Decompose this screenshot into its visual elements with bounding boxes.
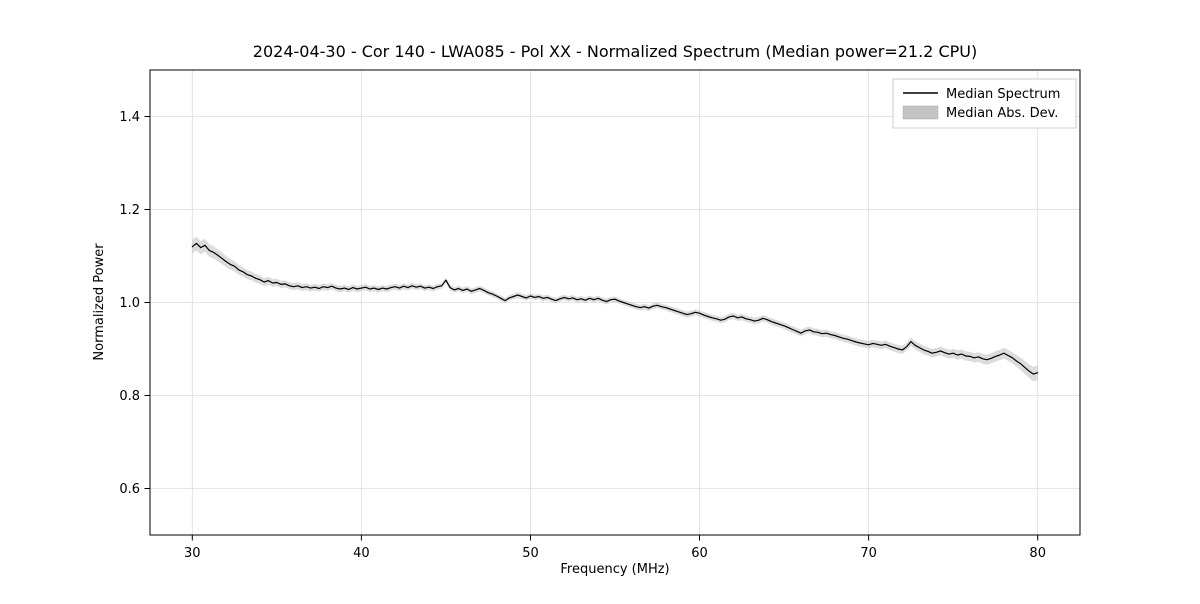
- y-tick-label: 1.0: [119, 296, 140, 311]
- x-tick-label: 60: [691, 546, 708, 561]
- y-axis-label: Normalized Power: [92, 243, 107, 361]
- median-line-layer: [191, 242, 1039, 375]
- chart-title: 2024-04-30 - Cor 140 - LWA085 - Pol XX -…: [253, 42, 977, 61]
- x-tick-label: 70: [860, 546, 877, 561]
- mad-band: [192, 236, 1038, 382]
- x-tick-label: 50: [522, 546, 539, 561]
- legend-patch-sample: [902, 105, 939, 120]
- x-tick-label: 30: [184, 546, 201, 561]
- legend-label-mad: Median Abs. Dev.: [946, 106, 1058, 121]
- tick-layer: 30 40 50 60 70 80 0.6 0.8 1.0 1.2 1.4: [119, 110, 1046, 561]
- legend-label-median-spectrum: Median Spectrum: [946, 87, 1060, 102]
- legend-box: [892, 78, 1077, 129]
- y-tick-label: 1.2: [119, 203, 140, 218]
- y-tick-label: 0.6: [119, 482, 140, 497]
- grid-layer: [150, 70, 1080, 535]
- mad-band-layer: [192, 236, 1038, 382]
- x-axis-label: Frequency (MHz): [560, 562, 669, 577]
- x-tick-label: 40: [353, 546, 370, 561]
- y-tick-label: 1.4: [119, 110, 140, 125]
- median-line: [191, 242, 1039, 375]
- y-tick-label: 0.8: [119, 389, 140, 404]
- x-tick-label: 80: [1029, 546, 1046, 561]
- legend: Median Spectrum Median Abs. Dev.: [892, 78, 1077, 129]
